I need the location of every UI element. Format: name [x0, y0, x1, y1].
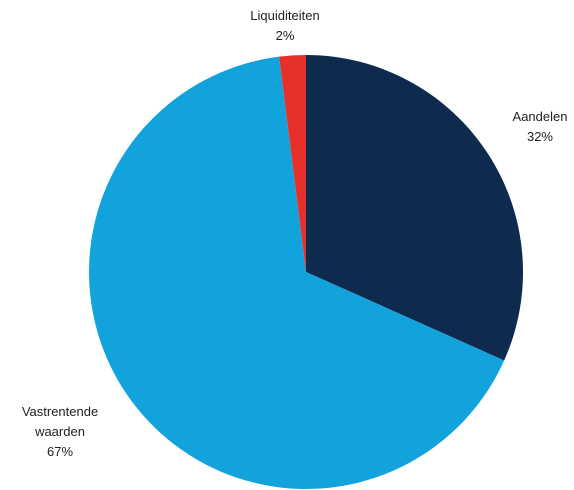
pie-slice — [89, 56, 505, 489]
value-label: 2% — [275, 28, 295, 43]
category-label: Liquiditeiten — [250, 8, 320, 23]
pie-slice — [279, 55, 306, 272]
pie-slice — [306, 55, 524, 361]
slice-label: Liquiditeiten 2% — [250, 6, 319, 46]
category-label: Vastrentende waarden — [21, 404, 99, 439]
value-label: 67% — [46, 444, 74, 459]
slice-label: Vastrentende waarden 67% — [15, 402, 105, 462]
category-label: Aandelen — [512, 109, 568, 124]
slice-label: Aandelen 32% — [513, 107, 568, 147]
value-label: 32% — [526, 129, 554, 144]
